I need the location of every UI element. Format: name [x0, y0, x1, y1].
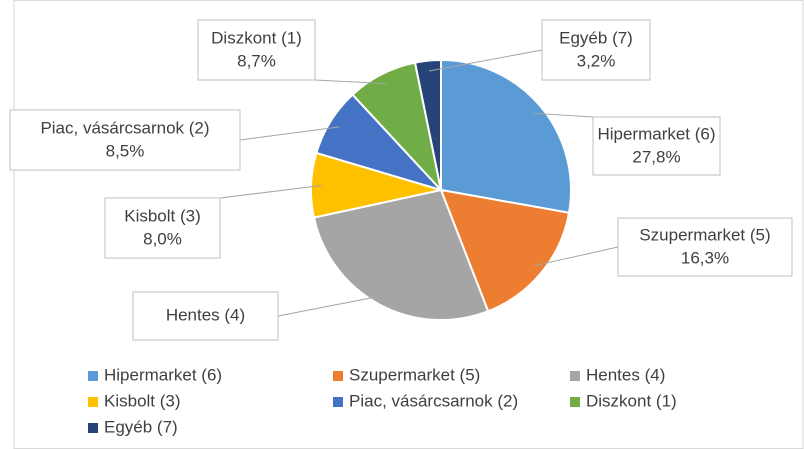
pie-slice [312, 188, 490, 321]
callout-value: 8,5% [106, 141, 145, 160]
leader-line [532, 112, 594, 118]
pie-slice [439, 188, 571, 313]
callout-box [197, 19, 316, 81]
legend-label: Diszkont (1) [586, 391, 677, 410]
callout-box [9, 109, 241, 171]
legend-label: Piac, vásárcsarnok (2) [349, 391, 518, 410]
callout-name: Kisbolt (3) [124, 206, 201, 225]
legend-swatch [570, 371, 580, 381]
callout-box [617, 217, 793, 277]
callout-name: Diszkont (1) [211, 28, 302, 47]
pie-slice [413, 58, 442, 191]
legend-label: Hentes (4) [586, 365, 665, 384]
leader-line [533, 246, 619, 267]
callout-value: 27,8% [632, 147, 680, 166]
callout-box [104, 197, 221, 259]
callout-name: Piac, vásárcsarnok (2) [40, 118, 209, 137]
callout-value: 3,2% [577, 51, 616, 70]
legend-label: Kisbolt (3) [104, 391, 181, 410]
callout-value: 8,0% [143, 229, 182, 248]
legend-swatch [88, 423, 98, 433]
legend-label: Szupermarket (5) [349, 365, 480, 384]
callout-value: 16,3% [681, 248, 729, 267]
callout-name: Hipermarket (6) [597, 124, 715, 143]
legend-swatch [333, 371, 343, 381]
legend-swatch [88, 371, 98, 381]
legend-label: Hipermarket (6) [104, 365, 222, 384]
pie-slice [440, 58, 572, 214]
leader-line [277, 294, 385, 317]
leader-line [314, 79, 387, 85]
leader-line [428, 49, 543, 72]
legend-swatch [88, 397, 98, 407]
callout-box [541, 19, 651, 81]
legend-swatch [570, 397, 580, 407]
callout-name: Hentes (4) [166, 305, 245, 324]
legend-swatch [333, 397, 343, 407]
leader-line [219, 184, 322, 199]
callout-box [592, 116, 721, 176]
callout-name: Szupermarket (5) [639, 225, 770, 244]
legend-label: Egyéb (7) [104, 417, 178, 436]
callout-name: Egyéb (7) [559, 28, 633, 47]
leader-line [239, 126, 340, 141]
callout-value: 8,7% [237, 51, 276, 70]
callout-box [132, 291, 279, 341]
